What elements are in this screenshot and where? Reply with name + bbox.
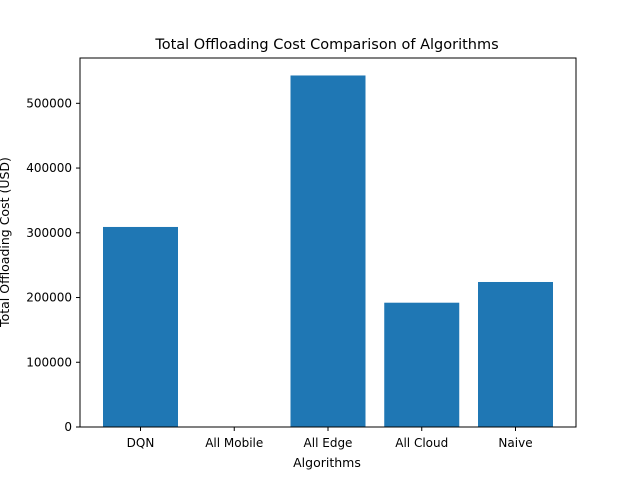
x-axis-label: Algorithms [293,455,361,470]
y-axis-label: Total Offloading Cost (USD) [0,157,12,328]
plot-frame [79,57,577,428]
bar-naive [478,281,553,427]
x-tick-label: DQN [127,436,155,450]
bars-group [103,75,553,428]
y-tick-label: 400000 [26,161,72,175]
y-tick-label: 500000 [26,96,72,110]
y-ticks-group: 0 100000 200000 300000 400000 500000 [26,96,80,434]
y-tick-label: 300000 [26,226,72,240]
x-tick-label: All Edge [304,436,353,450]
x-ticks-group: DQN All Mobile All Edge All Cloud Naive [127,427,533,450]
x-tick-label: Naive [498,436,532,450]
chart-title: Total Offloading Cost Comparison of Algo… [154,37,498,53]
x-tick-label: All Cloud [395,436,448,450]
y-tick-label: 200000 [26,291,72,305]
bar-all-edge [290,75,366,428]
bar-all-cloud [384,302,460,427]
x-tick-label: All Mobile [205,436,263,450]
y-tick-label: 0 [64,420,72,434]
bar-dqn [103,226,178,427]
y-tick-label: 100000 [26,355,72,369]
